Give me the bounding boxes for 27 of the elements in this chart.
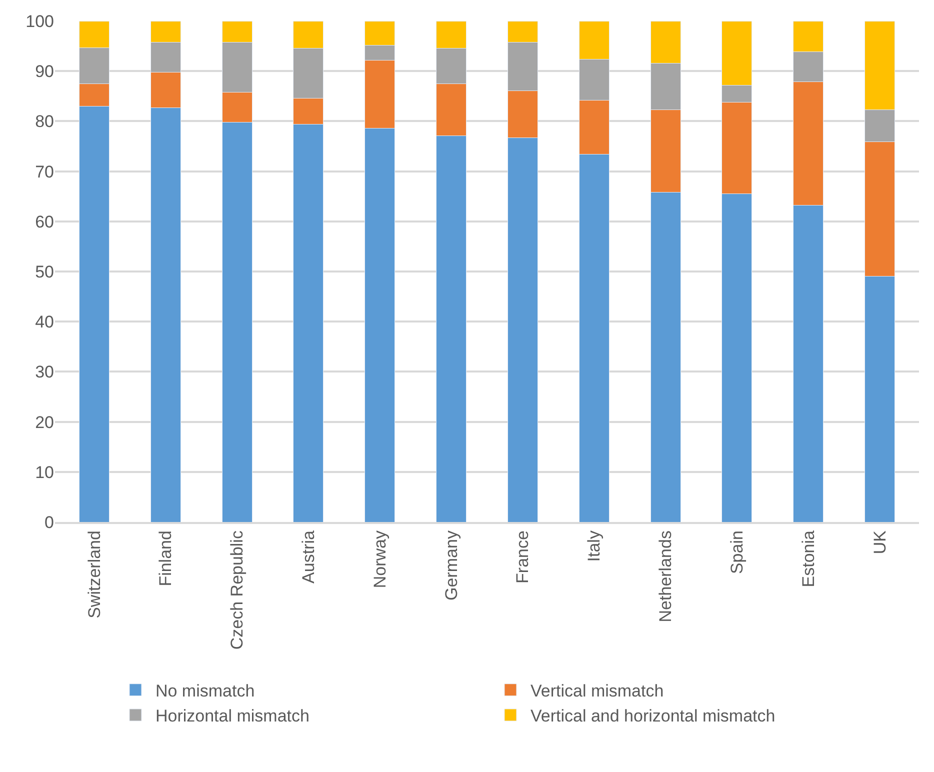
y-tick-label: 90	[35, 62, 54, 82]
x-tick-label: Austria	[299, 530, 318, 584]
x-tick-label: Czech Republic	[228, 530, 247, 650]
y-tick-label: 0	[44, 512, 54, 532]
x-tick-label: Germany	[442, 530, 461, 600]
legend-label: Horizontal mismatch	[155, 706, 310, 726]
y-tick-label: 60	[35, 212, 54, 232]
y-tick-label: 40	[35, 312, 54, 332]
y-tick-label: 70	[35, 162, 54, 182]
x-tick-label: Norway	[370, 530, 390, 588]
legend-label: Vertical and horizontal mismatch	[530, 706, 776, 726]
y-tick-label: 100	[26, 12, 54, 31]
y-tick-label: 10	[35, 462, 54, 482]
x-tick-label: Netherlands	[656, 530, 676, 622]
x-tick-label: France	[513, 530, 532, 584]
x-tick-label: Finland	[156, 530, 176, 586]
y-tick-label: 30	[35, 362, 54, 382]
x-tick-label: Spain	[727, 530, 746, 574]
x-tick-label: Estonia	[798, 530, 818, 588]
legend-label: Vertical mismatch	[530, 681, 664, 700]
y-tick-label: 80	[35, 112, 54, 132]
y-tick-label: 20	[35, 412, 54, 432]
y-tick-label: 50	[35, 262, 54, 282]
x-tick-label: Italy	[584, 530, 604, 562]
legend-label: No mismatch	[155, 681, 255, 700]
x-tick-label: Switzerland	[84, 530, 104, 618]
x-tick-label: UK	[870, 530, 890, 554]
